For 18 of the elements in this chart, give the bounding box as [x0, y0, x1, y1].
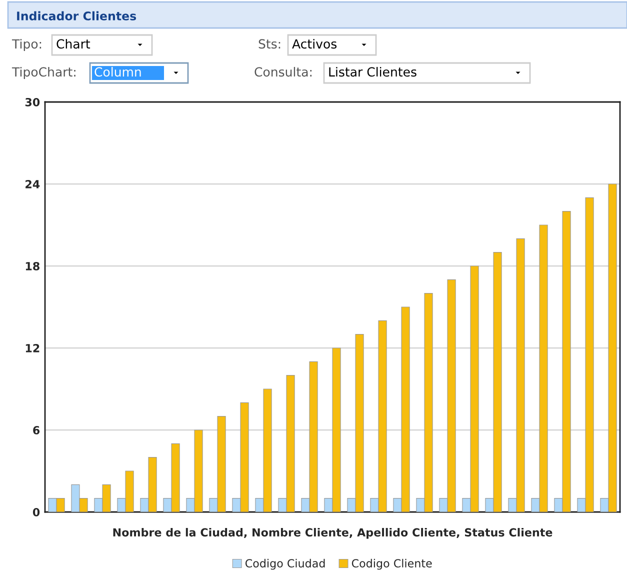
y-tick-label: 24	[26, 180, 40, 188]
text: Column	[94, 66, 141, 77]
text: Sts:	[258, 39, 280, 49]
y-tick-label: 6	[33, 426, 40, 434]
text: Activos	[292, 38, 337, 49]
y-tick-label: 18	[26, 262, 40, 270]
y-tick-label: 0	[32, 508, 40, 516]
text: TipoChart:	[12, 66, 76, 80]
text: Consulta:	[254, 66, 312, 77]
text: Chart	[56, 38, 90, 49]
legend-label: Codigo Ciudad	[245, 558, 325, 570]
y-tick-label: 30	[25, 98, 40, 106]
legend-label: Codigo Cliente	[352, 558, 432, 570]
text: Tipo:	[12, 38, 42, 52]
text: Listar Clientes	[329, 66, 416, 77]
y-tick-label: 12	[26, 344, 40, 352]
chart-title: Indicador Clientes	[17, 11, 136, 20]
x-axis-title: Nombre de la Ciudad, Nombre Cliente, Apellido Cliente, Status Cliente	[113, 528, 552, 539]
